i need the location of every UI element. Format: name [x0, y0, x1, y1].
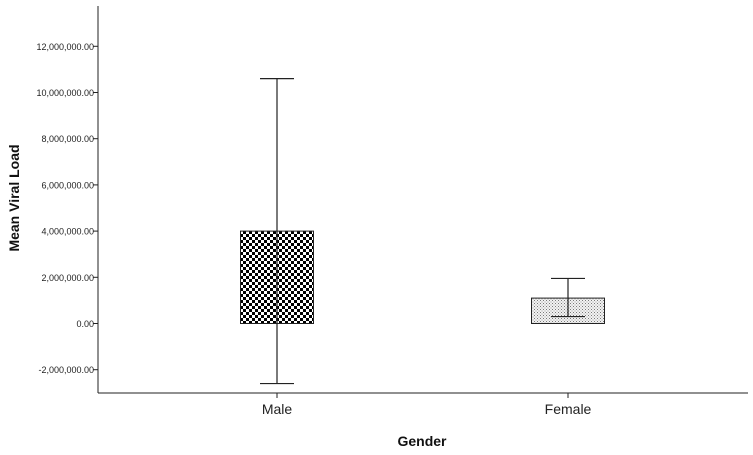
y-axis-title: Mean Viral Load: [6, 144, 22, 251]
x-axis-labels: Male Female: [262, 393, 592, 417]
y-tick-label: 6,000,000.00: [41, 180, 94, 190]
y-tick-label: 4,000,000.00: [41, 227, 94, 237]
y-tick-label: 12,000,000.00: [36, 42, 94, 52]
x-axis-title: Gender: [397, 433, 447, 449]
x-tick-label-female: Female: [545, 401, 592, 417]
x-tick-label-male: Male: [262, 401, 293, 417]
y-tick-label: 0.00: [76, 319, 94, 329]
y-tick-label: 10,000,000.00: [36, 88, 94, 98]
y-tick-label: 8,000,000.00: [41, 134, 94, 144]
y-axis-ticks: -2,000,000.00 0.00 2,000,000.00 4,000,000.0…: [36, 42, 98, 375]
y-tick-label: -2,000,000.00: [38, 365, 94, 375]
y-tick-label: 2,000,000.00: [41, 273, 94, 283]
error-bars: [260, 78, 585, 385]
bars: [240, 230, 605, 325]
